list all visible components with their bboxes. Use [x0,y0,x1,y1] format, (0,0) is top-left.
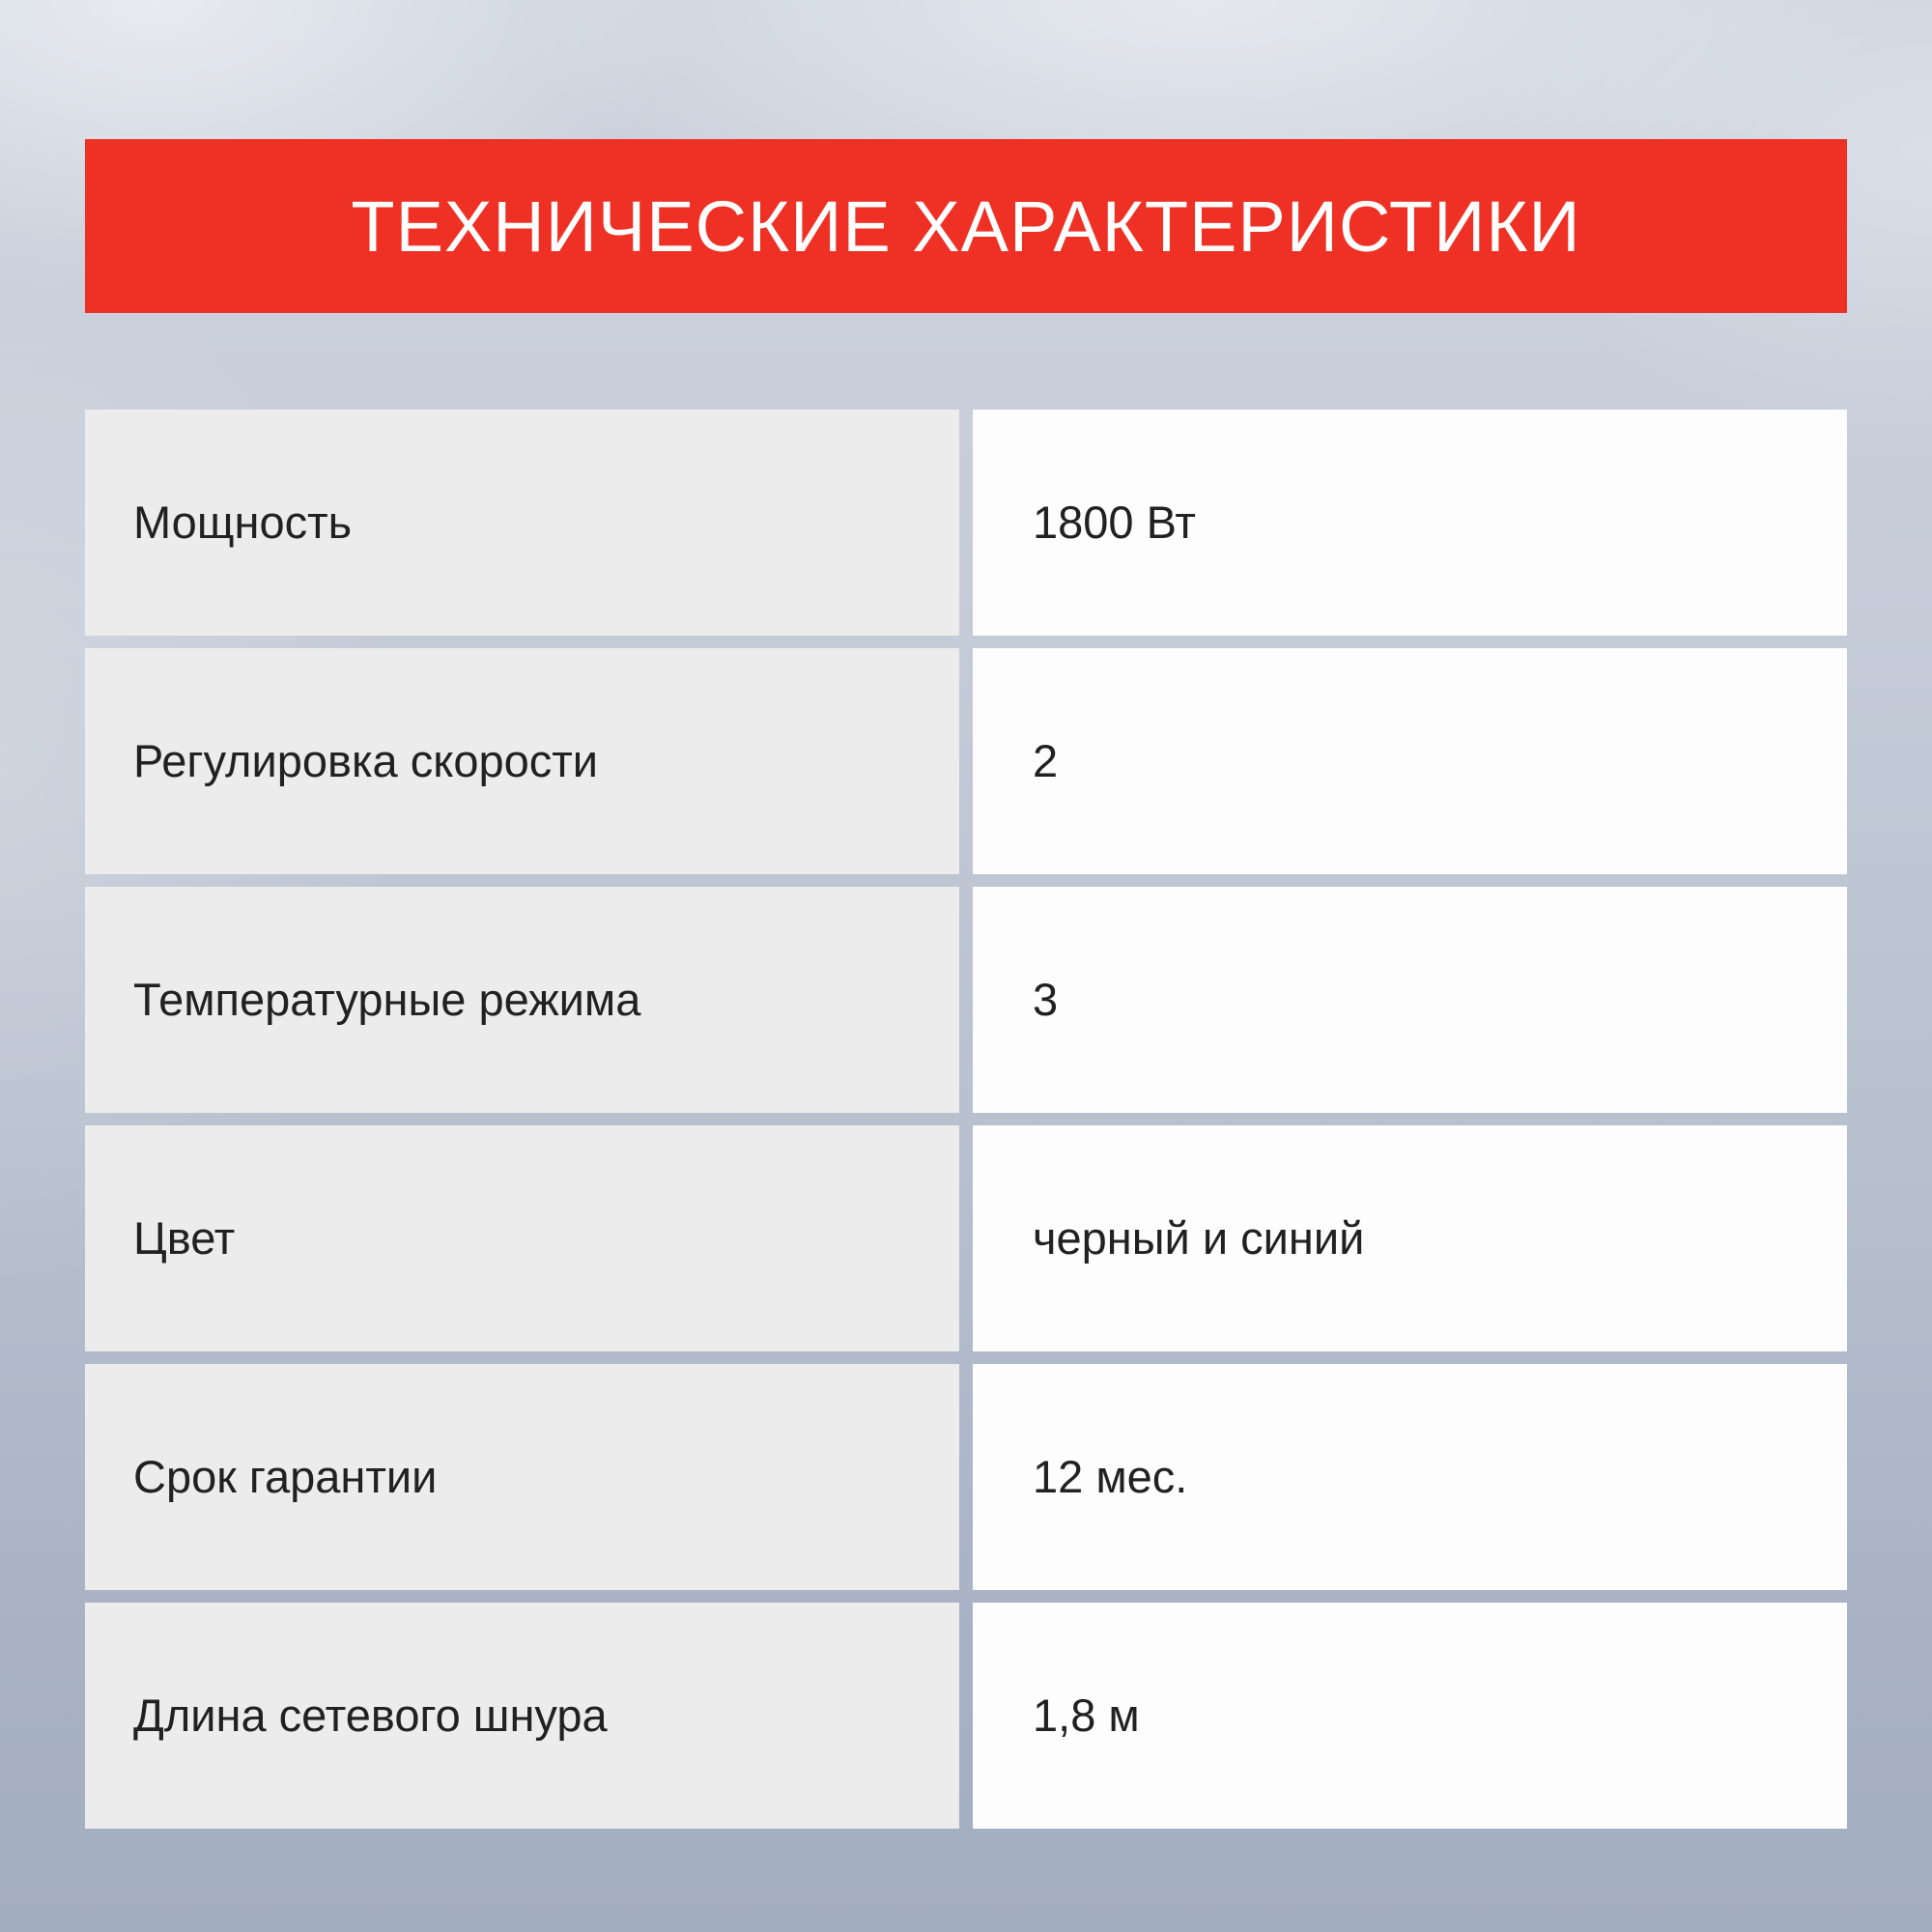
spec-label: Цвет [133,1211,236,1264]
spec-value-cell: 1800 Вт [973,410,1847,636]
spec-label-cell: Температурные режима [85,887,959,1113]
spec-label: Длина сетевого шнура [133,1689,608,1741]
spec-value: 3 [1033,973,1059,1025]
spec-value: 1,8 м [1033,1689,1140,1741]
header-banner: ТЕХНИЧЕСКИЕ ХАРАКТЕРИСТИКИ [85,139,1847,313]
spec-value-cell: 2 [973,648,1847,874]
spec-value-cell: 12 мес. [973,1364,1847,1590]
spec-label-cell: Регулировка скорости [85,648,959,874]
table-row: Температурные режима 3 [85,887,1847,1113]
spec-value: 1800 Вт [1033,496,1196,548]
spec-label-cell: Цвет [85,1125,959,1351]
spec-value: черный и синий [1033,1211,1365,1264]
spec-label-cell: Мощность [85,410,959,636]
spec-label: Регулировка скорости [133,734,599,786]
spec-label-cell: Срок гарантии [85,1364,959,1590]
spec-value-cell: черный и синий [973,1125,1847,1351]
table-row: Регулировка скорости 2 [85,648,1847,874]
spec-label-cell: Длина сетевого шнура [85,1603,959,1829]
spec-value-cell: 3 [973,887,1847,1113]
table-row: Цвет черный и синий [85,1125,1847,1351]
table-row: Срок гарантии 12 мес. [85,1364,1847,1590]
spec-label: Срок гарантии [133,1450,438,1502]
spec-value: 2 [1033,734,1059,786]
spec-label: Температурные режима [133,973,641,1025]
spec-value: 12 мес. [1033,1450,1188,1502]
page-title: ТЕХНИЧЕСКИЕ ХАРАКТЕРИСТИКИ [351,185,1581,267]
spec-value-cell: 1,8 м [973,1603,1847,1829]
table-row: Длина сетевого шнура 1,8 м [85,1603,1847,1829]
spec-table: Мощность 1800 Вт Регулировка скорости 2 … [85,410,1847,1829]
spec-label: Мощность [133,496,353,548]
table-row: Мощность 1800 Вт [85,410,1847,636]
